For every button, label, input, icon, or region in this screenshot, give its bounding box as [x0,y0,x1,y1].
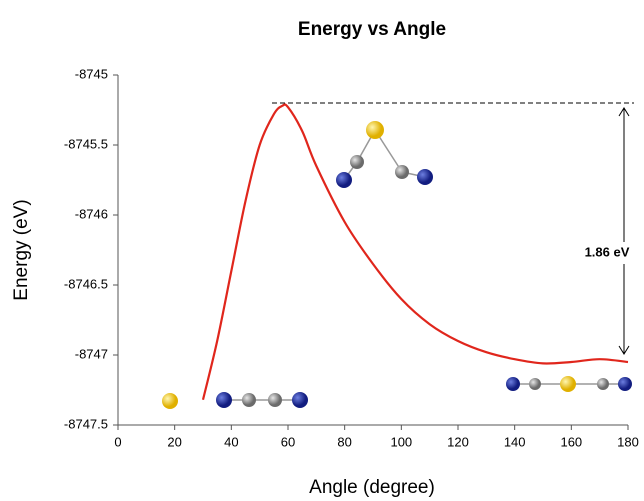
linear-molecule-left [162,392,308,409]
x-tick-label: 120 [447,434,469,449]
y-tick-label: -8746 [75,206,108,221]
y-tick-label: -8745.5 [64,136,108,151]
x-tick-label: 140 [504,434,526,449]
y-tick-label: -8746.5 [64,276,108,291]
chart: Energy vs Angle Angle (degree) Energy (e… [0,0,644,501]
x-tick-label: 100 [390,434,412,449]
x-tick-label: 20 [167,434,181,449]
page: Energy vs Angle Angle (degree) Energy (e… [0,0,644,501]
y-axis-title: Energy (eV) [11,199,32,300]
y-tick-label: -8747.5 [64,416,108,431]
linear-molecule-right [506,376,632,392]
bent-molecule [336,121,433,188]
chart-title: Energy vs Angle [298,19,446,40]
x-tick-label: 0 [114,434,121,449]
x-tick-label: 40 [224,434,238,449]
energy-line [203,104,628,399]
gap-annotation: 1.86 eV [585,244,630,259]
x-tick-label: 180 [617,434,639,449]
x-tick-label: 80 [337,434,351,449]
x-tick-label: 160 [560,434,582,449]
x-tick-label: 60 [281,434,295,449]
y-tick-label: -8747 [75,346,108,361]
x-axis-title: Angle (degree) [309,477,435,498]
y-tick-label: -8745 [75,66,108,81]
